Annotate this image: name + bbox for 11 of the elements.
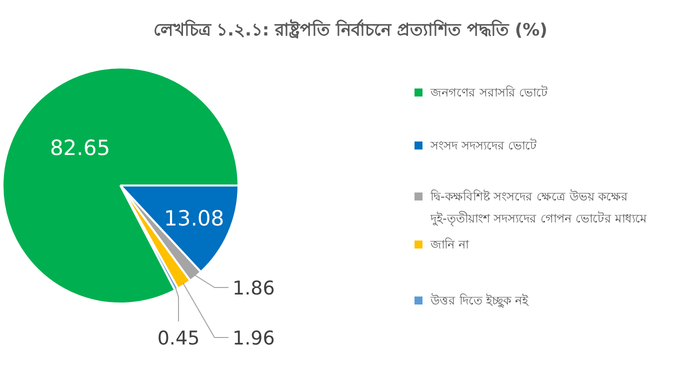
data-label: 0.45: [157, 328, 200, 350]
data-label: 82.65: [50, 136, 110, 160]
data-label: 1.86: [232, 278, 275, 300]
legend-label: দ্বি-কক্ষবিশিষ্ট সংসদের ক্ষেত্রে উভয় কক্ষের দুই-তৃতীয়াংশ সদস্যদের গোপন ভোটের মাধ্যমে: [430, 190, 648, 226]
legend-label: জানি না: [430, 238, 470, 252]
legend-label: সংসদ সদস্যদের ভোটে: [430, 138, 538, 152]
chart-title: লেখচিত্র ১.২.১: রাষ্ট্রপতি নির্বাচনে প্রত্যাশিত পদ্ধতি (%): [154, 18, 548, 40]
legend-label: জনগণের সরাসরি ভোটে: [430, 86, 548, 100]
legend-label: উত্তর দিতে ইচ্ছুক নই: [430, 294, 529, 308]
data-label: 13.08: [164, 206, 224, 231]
data-label: 1.96: [232, 328, 275, 350]
